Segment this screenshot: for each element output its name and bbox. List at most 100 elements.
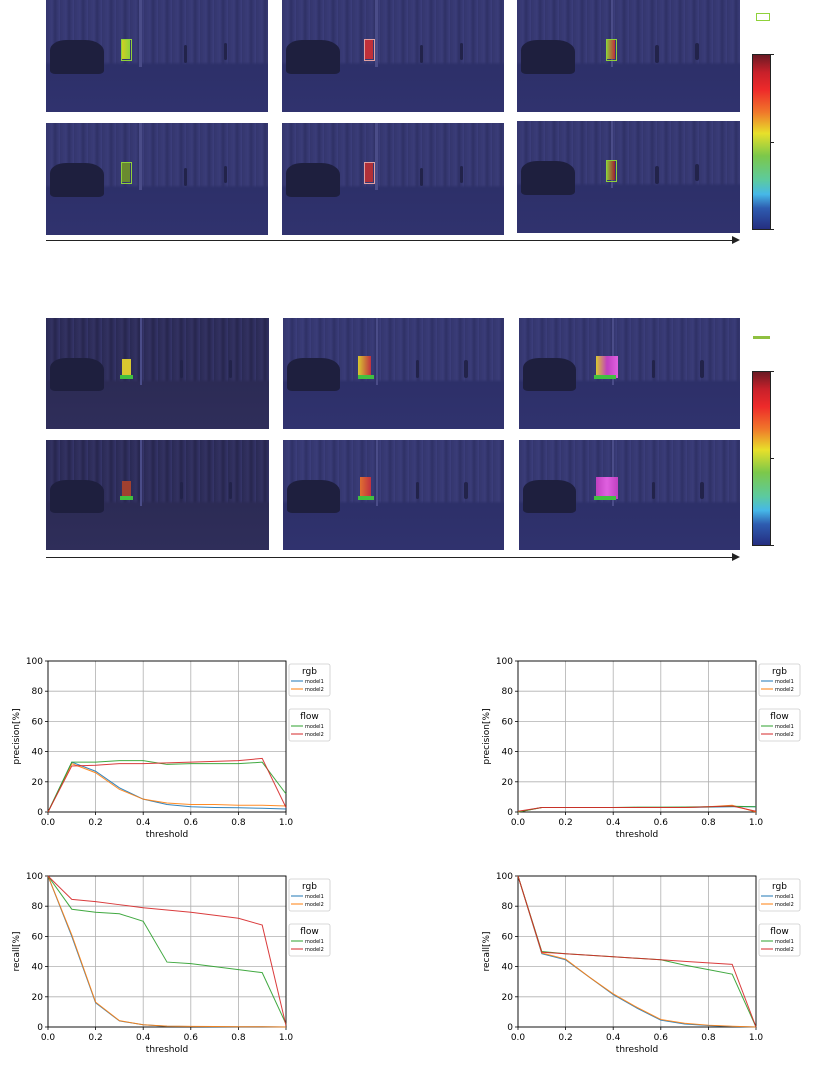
x-tick-label: 0.0 <box>511 818 526 828</box>
bounding-box <box>606 160 618 183</box>
legend-label-model2: model2 <box>775 732 794 738</box>
frame-image <box>283 318 504 429</box>
y-tick-label: 0 <box>507 1023 513 1033</box>
legend-label-model1: model1 <box>305 724 324 730</box>
series-line-flow-model2 <box>47 757 287 813</box>
legend-label-model2: model2 <box>775 902 794 908</box>
bounding-box <box>364 162 375 185</box>
y-tick-label: 20 <box>502 778 514 788</box>
series-line-flow-model2 <box>517 875 757 1028</box>
time-arrow <box>46 553 740 561</box>
y-tick-label: 80 <box>502 687 514 697</box>
bbox-legend-swatch <box>756 13 770 21</box>
legend-label-model2: model2 <box>305 947 324 953</box>
legend-box <box>288 663 331 697</box>
legend-box <box>758 878 801 912</box>
legend-rgb: rgb model1 model2 <box>288 663 331 697</box>
legend-title: flow <box>300 712 319 722</box>
y-tick-label: 100 <box>26 657 43 667</box>
y-tick-label: 20 <box>32 778 44 788</box>
y-tick-label: 0 <box>37 808 43 818</box>
x-tick-label: 0.4 <box>136 818 151 828</box>
x-tick-label: 0.2 <box>558 818 572 828</box>
legend-label-model1: model1 <box>305 939 324 945</box>
y-tick-label: 0 <box>37 1023 43 1033</box>
series-line-flow-model1 <box>47 875 287 1025</box>
legend-title: flow <box>300 927 319 937</box>
y-tick-label: 0 <box>507 808 513 818</box>
frame-image <box>283 440 504 550</box>
series-line-rgb-model1 <box>47 875 287 1028</box>
plot-frame <box>517 875 757 1028</box>
x-tick-label: 0.2 <box>88 818 102 828</box>
legend-label-model1: model1 <box>775 679 794 685</box>
plot-frame <box>47 875 287 1028</box>
x-tick-label: 0.0 <box>41 818 56 828</box>
legend-label-model2: model2 <box>775 687 794 693</box>
y-tick-label: 40 <box>32 748 44 758</box>
legend-box <box>288 923 331 957</box>
x-tick-label: 0.0 <box>41 1033 56 1043</box>
bounding-box <box>606 39 618 62</box>
legend-flow: flow model1 model2 <box>288 923 331 957</box>
y-tick-label: 40 <box>32 963 44 973</box>
mask-legend-swatch <box>753 336 770 339</box>
frame-image <box>517 121 740 233</box>
recall-chart-left: 0.0 0.2 0.4 0.6 0.8 1.0 0 20 40 60 80 100 threshold r… <box>12 872 331 1055</box>
legend-title: rgb <box>302 667 317 677</box>
legend-title: rgb <box>772 667 787 677</box>
y-tick-label: 100 <box>26 872 43 882</box>
x-tick-label: 0.6 <box>654 818 669 828</box>
plot-frame <box>47 660 287 813</box>
legend-rgb: rgb model1 model2 <box>758 663 801 697</box>
y-axis-label: precision[%] <box>482 708 492 764</box>
y-tick-label: 60 <box>502 717 514 727</box>
x-tick-label: 0.6 <box>654 1033 669 1043</box>
x-tick-label: 0.2 <box>558 1033 572 1043</box>
bounding-box <box>121 162 133 185</box>
y-tick-label: 60 <box>32 932 44 942</box>
x-tick-label: 1.0 <box>279 818 294 828</box>
series-line-rgb-model2 <box>47 763 287 813</box>
legend-box <box>758 663 801 697</box>
colorbar <box>752 54 771 230</box>
x-tick-label: 0.4 <box>136 1033 151 1043</box>
legend-title: flow <box>770 712 789 722</box>
colorbar-tick <box>770 54 774 55</box>
legend-box <box>288 708 331 742</box>
series-line-rgb-model2 <box>517 875 757 1028</box>
x-tick-label: 0.6 <box>184 1033 199 1043</box>
series-line-flow-model1 <box>47 760 287 813</box>
y-tick-label: 20 <box>32 993 44 1003</box>
legend-label-model1: model1 <box>775 894 794 900</box>
x-tick-label: 0.2 <box>88 1033 102 1043</box>
legend-label-model2: model2 <box>305 687 324 693</box>
frame-image <box>519 440 740 550</box>
bounding-box <box>121 39 133 62</box>
x-tick-label: 0.8 <box>701 1033 716 1043</box>
legend-label-model1: model1 <box>775 724 794 730</box>
legend-box <box>758 708 801 742</box>
x-tick-label: 0.8 <box>231 818 246 828</box>
y-axis-label: precision[%] <box>12 708 22 764</box>
y-axis-label: recall[%] <box>482 931 492 971</box>
x-tick-label: 1.0 <box>279 1033 294 1043</box>
legend-label-model1: model1 <box>775 939 794 945</box>
x-tick-label: 0.8 <box>701 818 716 828</box>
y-axis-label: recall[%] <box>12 931 22 971</box>
x-tick-label: 0.4 <box>606 1033 621 1043</box>
series-line-rgb-model2 <box>47 875 287 1028</box>
series-line-flow-model1 <box>517 875 757 1028</box>
colorbar-tick <box>770 371 774 372</box>
legend-box <box>288 878 331 912</box>
time-arrow <box>46 236 740 244</box>
legend-label-model2: model2 <box>775 947 794 953</box>
x-tick-label: 0.8 <box>231 1033 246 1043</box>
legend-label-model2: model2 <box>305 732 324 738</box>
y-tick-label: 80 <box>32 902 44 912</box>
series-line-rgb-model1 <box>47 761 287 813</box>
legend-rgb: rgb model1 model2 <box>758 878 801 912</box>
bounding-box <box>364 39 375 62</box>
precision-chart-right: 0.0 0.2 0.4 0.6 0.8 1.0 0 20 40 60 80 100 threshold p… <box>482 657 801 840</box>
frame-image <box>517 0 740 112</box>
